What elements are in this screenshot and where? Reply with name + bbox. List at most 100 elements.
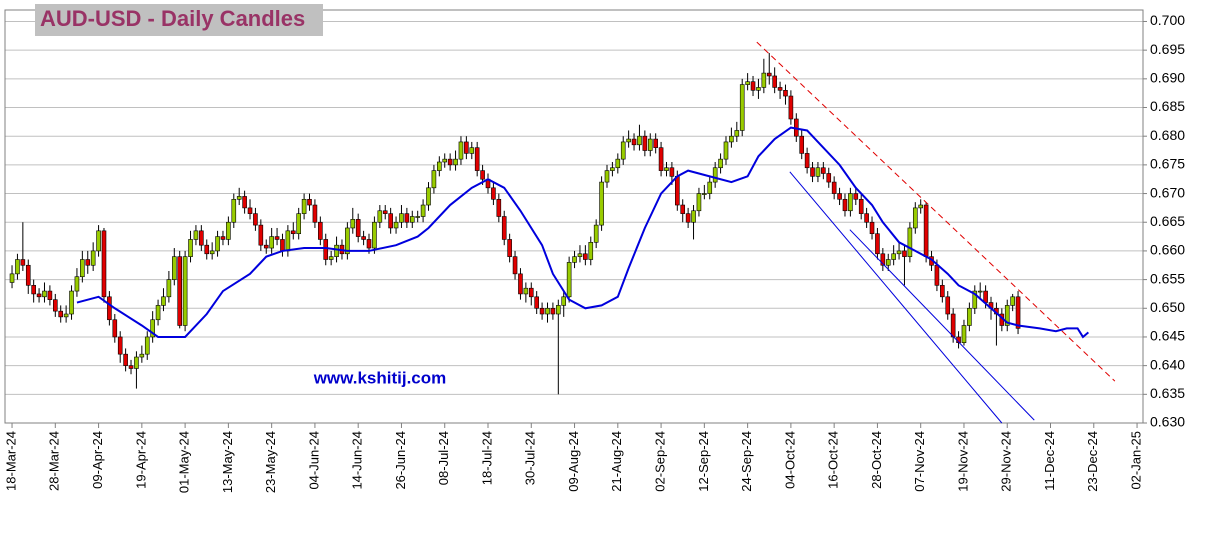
y-tick-label: 0.635: [1150, 385, 1185, 401]
candle-body: [712, 167, 718, 183]
candle-body: [501, 216, 507, 240]
candle-body: [723, 141, 729, 160]
candle-body: [220, 236, 226, 240]
candle-body: [469, 147, 475, 154]
candle-body: [523, 287, 529, 295]
x-tick-label: 19-Nov-24: [955, 431, 970, 492]
candle-body: [399, 213, 404, 223]
candle-body: [258, 224, 264, 246]
y-tick-label: 0.675: [1150, 156, 1185, 172]
candle-body: [372, 221, 377, 249]
candle-body: [734, 130, 740, 137]
candle-body: [447, 158, 453, 166]
candle-body: [961, 325, 967, 343]
x-tick-label: 24-Sep-24: [739, 431, 754, 492]
candle-body: [263, 244, 269, 249]
x-tick-label: 04-Oct-24: [782, 431, 797, 489]
candle-body: [691, 210, 696, 223]
candle-body: [745, 81, 750, 85]
candle-body: [685, 213, 691, 223]
candle-body: [912, 207, 918, 229]
candle-body: [182, 256, 188, 326]
candle-body: [231, 198, 237, 223]
y-tick-label: 0.700: [1150, 12, 1185, 28]
y-tick-label: 0.640: [1150, 356, 1185, 372]
candle-body: [47, 290, 53, 300]
candle-body: [420, 204, 426, 217]
candle-body: [58, 310, 64, 318]
candle-body: [620, 141, 626, 160]
candle-body: [101, 230, 107, 298]
candle-body: [328, 256, 334, 260]
candle-body: [875, 233, 880, 255]
candle-body: [902, 250, 907, 257]
candle-body: [696, 193, 702, 212]
candle-body: [318, 221, 323, 240]
candle-body: [766, 72, 772, 77]
candle-body: [826, 173, 832, 183]
title-background: [35, 4, 323, 36]
candle-body: [377, 210, 383, 223]
candle-body: [626, 138, 631, 143]
candle-body: [918, 204, 924, 209]
candle-body: [945, 296, 951, 315]
x-tick-label: 08-Jul-24: [436, 431, 451, 485]
candle-body: [193, 230, 199, 240]
candle-body: [63, 313, 69, 318]
y-tick-label: 0.665: [1150, 213, 1185, 229]
candle-body: [458, 141, 464, 160]
candle-body: [940, 285, 945, 298]
candle-body: [528, 287, 534, 298]
candle-body: [199, 230, 204, 246]
candle-body: [907, 227, 913, 257]
candle-body: [144, 336, 150, 355]
candle-body: [858, 198, 864, 214]
x-tick-label: 21-Aug-24: [609, 431, 624, 492]
candle-body: [772, 75, 777, 88]
candle-body: [658, 147, 664, 171]
candle-body: [864, 213, 869, 223]
candle-body: [923, 204, 929, 257]
x-tick-label: 09-Aug-24: [566, 431, 581, 492]
candle-body: [891, 253, 896, 260]
trend-line: [849, 229, 1035, 421]
candle-body: [80, 259, 85, 278]
candle-body: [739, 84, 745, 131]
candle-body: [215, 236, 220, 252]
x-tick-label: 26-Jun-24: [393, 431, 408, 490]
candle-body: [729, 135, 734, 143]
candle-body: [647, 138, 653, 151]
candle-body: [464, 141, 469, 154]
candle-body: [96, 230, 101, 252]
trend-line: [789, 171, 1003, 424]
candle-body: [107, 296, 112, 321]
candle-body: [134, 356, 139, 369]
x-tick-label: 14-Jun-24: [350, 431, 365, 490]
x-tick-label: 01-May-24: [177, 431, 192, 493]
y-tick-label: 0.685: [1150, 98, 1185, 114]
candle-body: [20, 259, 26, 266]
candle-body: [226, 221, 231, 240]
candle-body: [788, 95, 794, 120]
candle-body: [967, 307, 972, 326]
y-tick-label: 0.645: [1150, 328, 1185, 344]
candle-body: [117, 336, 123, 355]
x-tick-label: 30-Jul-24: [523, 431, 538, 485]
candle-body: [274, 236, 280, 240]
candle-body: [280, 239, 285, 252]
candle-body: [171, 256, 177, 280]
candle-body: [290, 230, 296, 235]
candle-body: [653, 138, 658, 148]
candle-body: [831, 181, 837, 194]
candle-body: [253, 213, 258, 226]
plot-border: [4, 9, 1144, 424]
y-tick-label: 0.630: [1150, 414, 1185, 430]
candle-body: [31, 285, 36, 295]
candle-body: [664, 167, 669, 171]
candle-body: [577, 253, 583, 257]
candle-body: [783, 90, 788, 97]
x-tick-label: 04-Jun-24: [306, 431, 321, 490]
